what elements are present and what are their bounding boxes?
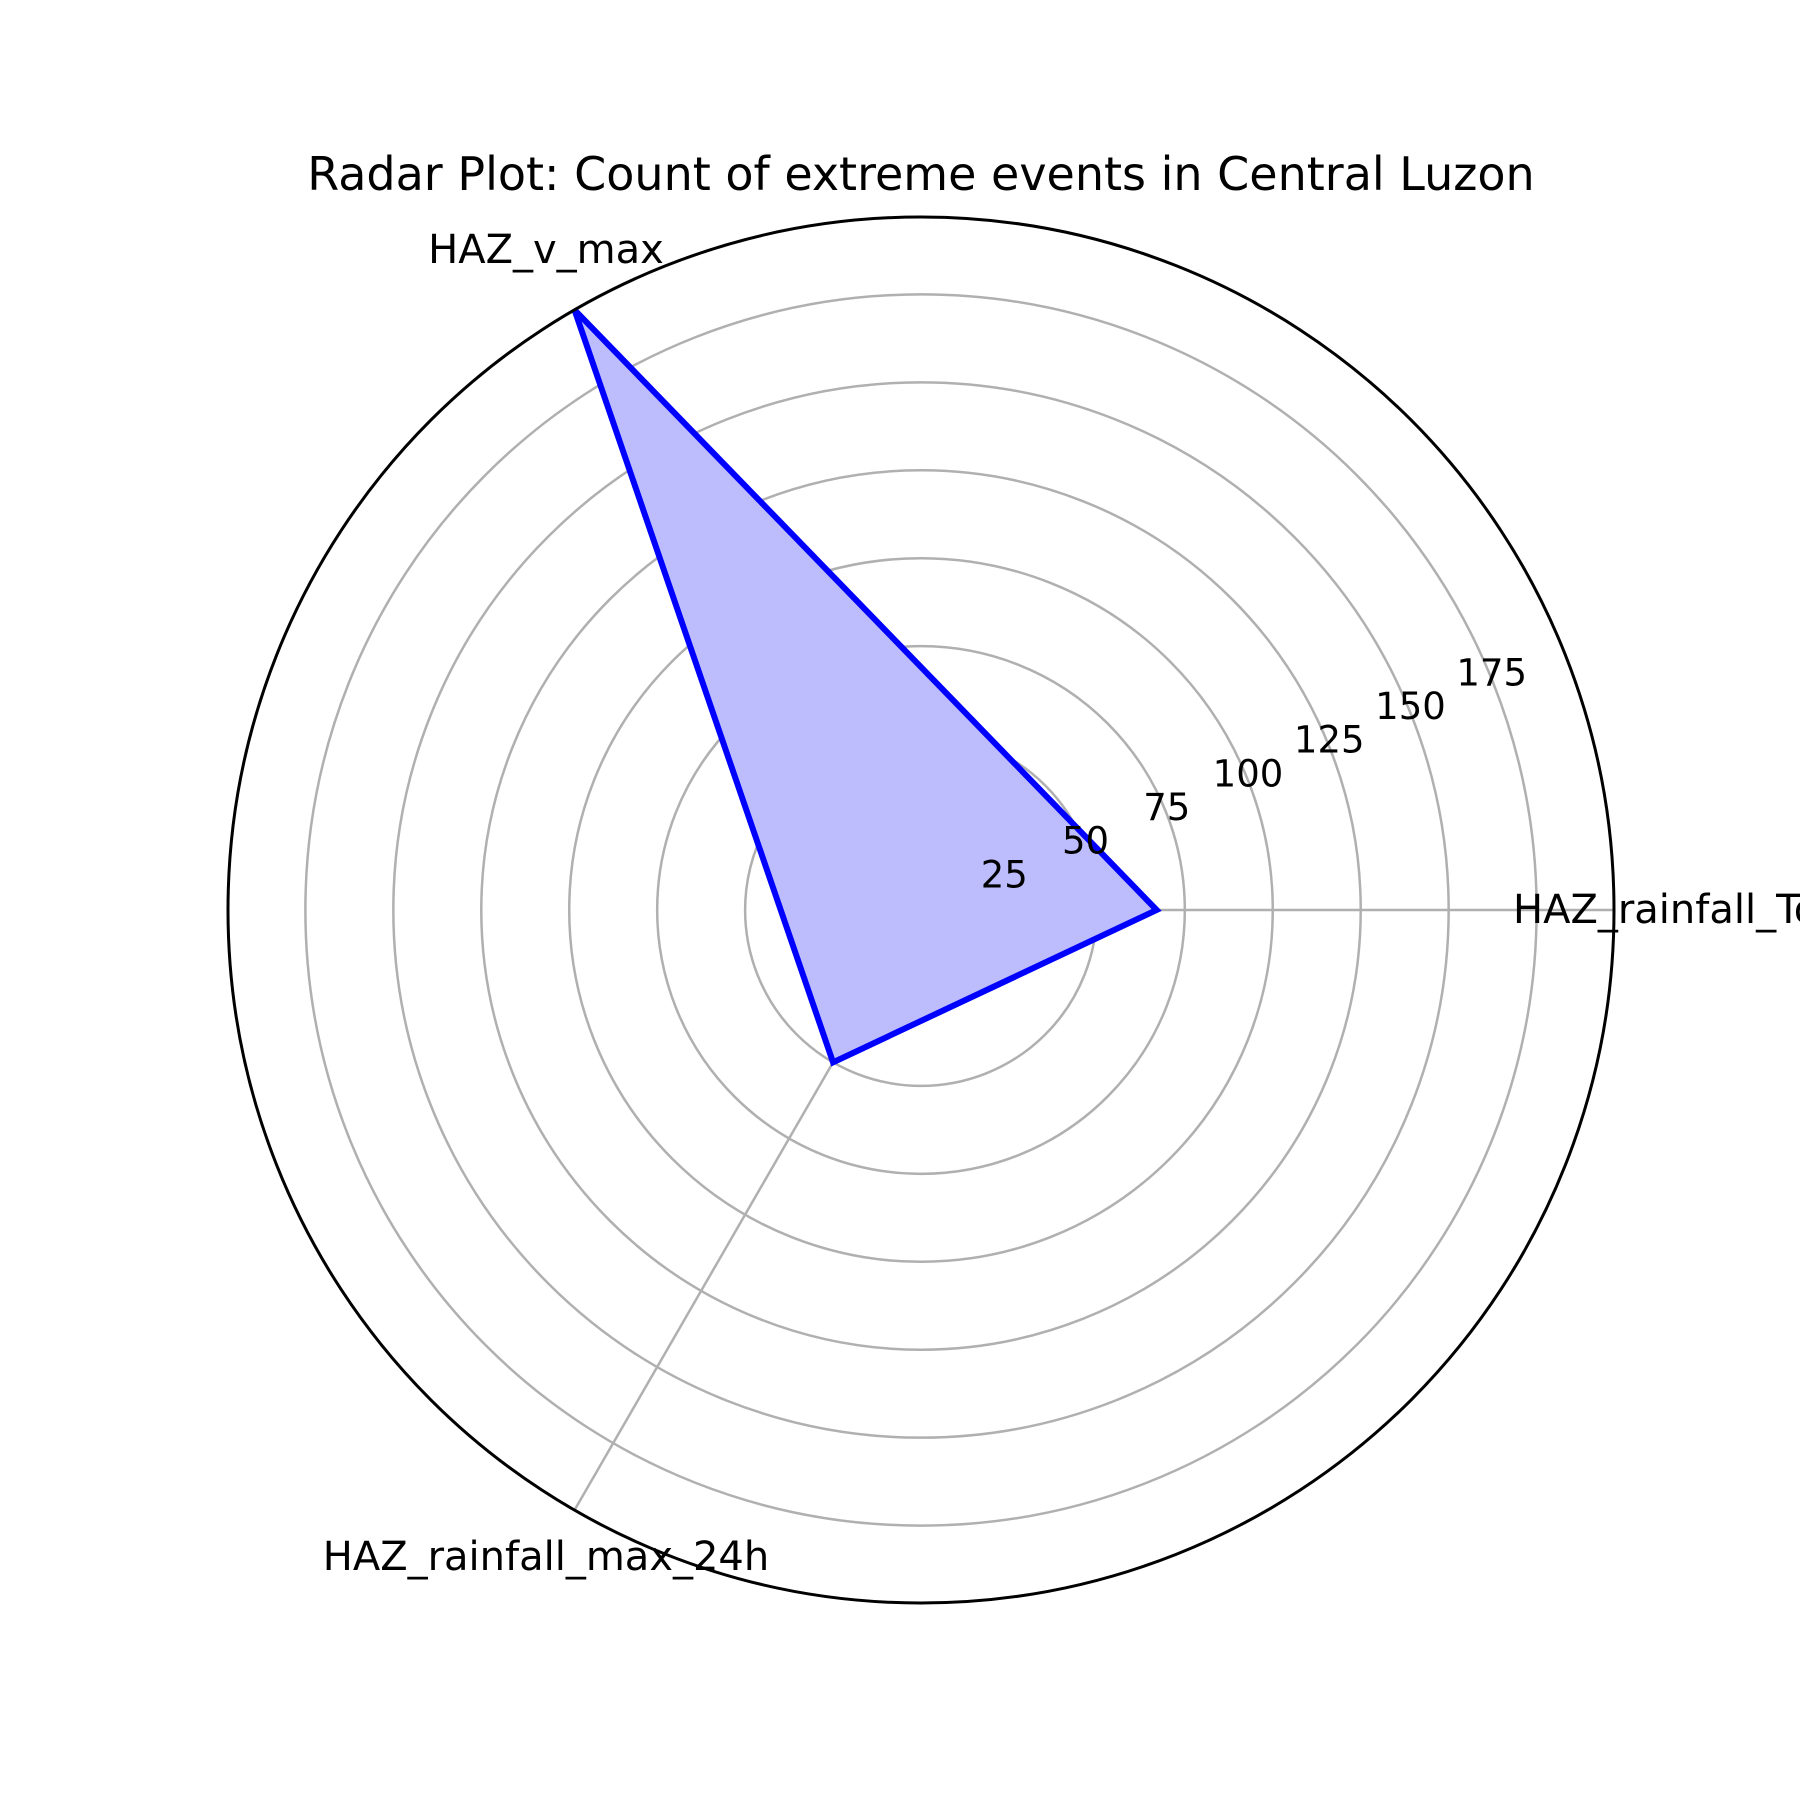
series-line [571,307,1162,1067]
radial-tick-label-25: 25 [981,853,1028,896]
radial-tick-label-150: 150 [1375,685,1446,728]
category-label-0: HAZ_rainfall_Total [1513,887,1800,933]
series-layer [571,307,1162,1067]
chart-title: Radar Plot: Count of extreme events in C… [307,147,1534,201]
radial-tick-label-125: 125 [1294,719,1365,762]
category-label-1: HAZ_v_max [428,227,664,273]
category-label-2: HAZ_rainfall_max_24h [323,1534,769,1580]
outer-frame [226,215,1616,1605]
radial-tick-label-175: 175 [1456,651,1527,694]
radial-tick-label-50: 50 [1062,820,1109,863]
category-labels: HAZ_rainfall_Total HAZ_v_max HAZ_rainfall_… [323,227,1800,1580]
radial-tick-label-100: 100 [1213,752,1284,795]
radial-tick-label-75: 75 [1143,786,1190,829]
series-area [574,309,1157,1063]
